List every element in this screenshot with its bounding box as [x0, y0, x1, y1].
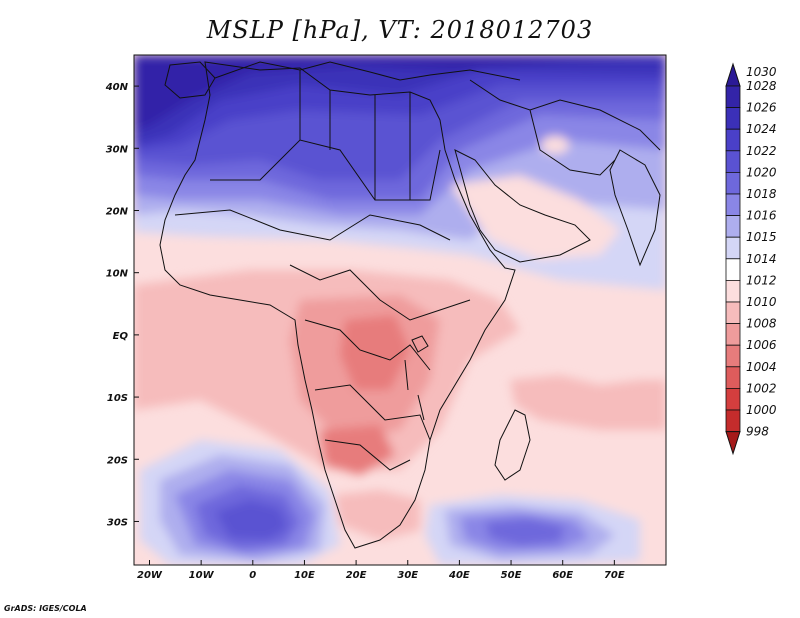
colorbar-swatch [725, 85, 741, 109]
colorbar-swatch [725, 150, 741, 173]
arabian-low [450, 175, 620, 260]
lat-tick-label: 10N [106, 269, 129, 280]
africa-coastline [159, 61, 516, 549]
colorbar-swatch [725, 323, 741, 346]
colorbar-label: 1002 [746, 381, 777, 395]
indian-ocean-low [510, 375, 666, 430]
colorbar-swatch [725, 193, 741, 217]
lon-tick-label: 20E [346, 570, 367, 581]
colorbar-label: 1014 [746, 252, 777, 266]
lon-tick-label: 40E [448, 570, 470, 581]
lon-tick-label: 20W [137, 570, 163, 581]
south-africa-low [335, 490, 420, 540]
colorbar-swatch [725, 344, 741, 368]
colorbar-label: 1030 [746, 65, 777, 79]
colorbar-label: 1004 [746, 360, 777, 374]
border-congo [304, 319, 431, 371]
india-coastline [609, 149, 661, 267]
rift-lakes [404, 359, 425, 421]
lon-tick-label: 30E [397, 570, 418, 581]
colorbar-label: 1024 [746, 122, 777, 136]
colorbar-label: 1022 [746, 144, 777, 158]
colorbar-swatch [725, 128, 741, 152]
colorbar-label: 1010 [746, 295, 777, 309]
lat-tick-label: 40N [105, 82, 129, 93]
colorbar-swatch [725, 107, 741, 130]
border-sahel [174, 209, 451, 241]
lake-victoria [411, 335, 429, 353]
lon-tick-label: 60E [552, 570, 573, 581]
colorbar-swatch [725, 215, 741, 238]
colorbar-label: 1018 [746, 187, 777, 201]
lon-tick-label: 10W [189, 570, 215, 581]
colorbar-label: 1012 [746, 273, 777, 287]
lon-tick-label: 0 [249, 570, 256, 581]
north-high-1026 [134, 55, 666, 145]
arabia-coastline [454, 149, 591, 263]
indian-high-1020 [485, 518, 565, 546]
colorbar-label: 1006 [746, 338, 777, 352]
south-atlantic-high-1022 [215, 500, 288, 540]
lon-tick-label: 50E [501, 570, 522, 581]
gulf-low-spot [541, 136, 569, 154]
colorbar-label: 1028 [746, 79, 777, 93]
north-high-1028 [134, 55, 666, 130]
colorbar-swatch [725, 301, 741, 325]
lat-tick-label: 20N [106, 206, 129, 217]
map-axes: 20W 10W 0 10E 20E 30E 40E 50E 60E 70E 40N 30N 20N 10N… [105, 82, 625, 581]
border-south [314, 384, 431, 441]
coastlines [159, 61, 661, 549]
colorbar-swatch [725, 366, 741, 389]
border-iran [529, 109, 616, 176]
border-middle-east [469, 79, 661, 151]
pressure-field [134, 55, 666, 565]
colorbar-label: 998 [746, 425, 769, 439]
grads-credit: GrADS: IGES/COLA [4, 604, 87, 613]
border-central [289, 264, 471, 321]
lon-tick-label: 10E [294, 570, 315, 581]
lat-tick-label: 20S [107, 455, 128, 466]
madagascar-coastline [494, 409, 531, 481]
map-title: MSLP [hPa], VT: 2018012703 [206, 16, 594, 44]
border-southern [324, 439, 411, 471]
colorbar-swatch [725, 171, 741, 195]
colorbar-label: 1016 [746, 209, 777, 223]
border-sahara [210, 139, 441, 201]
colorbar-swatch [725, 236, 741, 260]
colorbar-label: 1020 [746, 165, 777, 179]
congo-low-1006 [340, 315, 410, 390]
colorbar-swatch [725, 258, 741, 281]
lat-tick-label: 30S [107, 517, 128, 528]
lat-tick-label: 10S [107, 393, 128, 404]
map-frame [133, 54, 667, 566]
colorbar-swatch [725, 409, 741, 433]
colorbar-top-arrow [725, 62, 741, 87]
lat-tick-label: 30N [106, 144, 129, 155]
colorbar-swatch [725, 279, 741, 303]
lon-tick-label: 70E [604, 570, 625, 581]
mediterranean-north [214, 61, 521, 81]
lat-tick-label: EQ [113, 331, 129, 342]
colorbar-bottom-arrow [725, 431, 741, 456]
border-north-vertical [299, 70, 411, 200]
colorbar-label: 1026 [746, 101, 777, 115]
colorbar-label: 1015 [746, 230, 777, 244]
colorbar-label: 1008 [746, 317, 777, 331]
kalahari-low [320, 425, 395, 475]
colorbar-label: 1000 [746, 403, 777, 417]
colorbar-swatch [725, 387, 741, 411]
iberia-coastline [164, 61, 216, 99]
